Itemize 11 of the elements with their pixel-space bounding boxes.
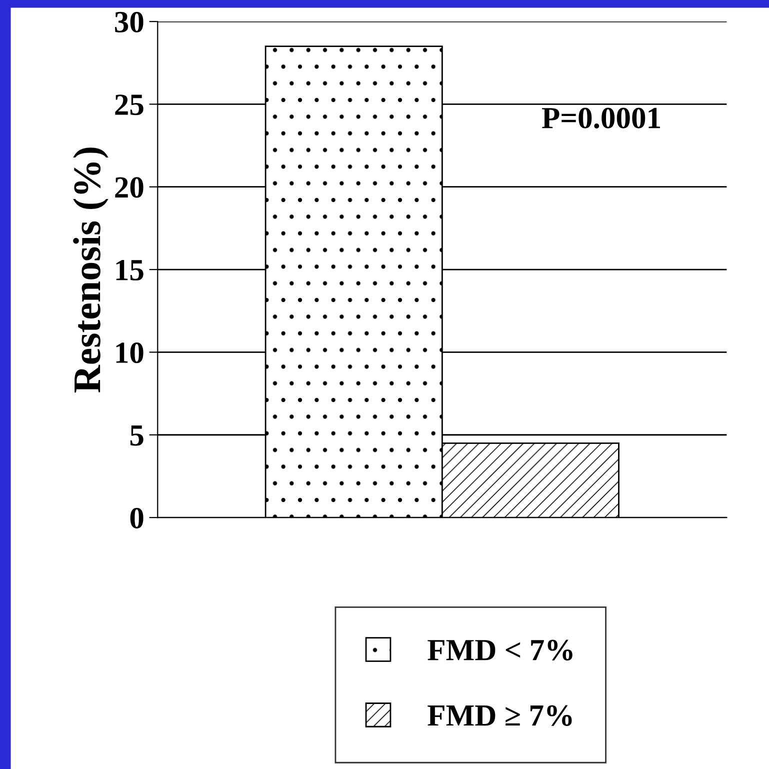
y-axis-title: Restenosis (%) (73, 148, 108, 393)
legend-label: FMD < 7% (428, 640, 572, 660)
y-tick-label: 20 (115, 177, 144, 198)
annotation: P=0.0001 (542, 108, 660, 129)
y-tick-label: 10 (116, 342, 144, 364)
y-tick-label: 5 (130, 425, 144, 446)
y-tick-label: 25 (115, 94, 144, 116)
y-tick-label: 30 (115, 12, 144, 32)
y-tick-label: 0 (130, 508, 144, 528)
legend-label: FMD ≥ 7% (428, 705, 572, 726)
y-tick-label: 15 (116, 260, 144, 280)
